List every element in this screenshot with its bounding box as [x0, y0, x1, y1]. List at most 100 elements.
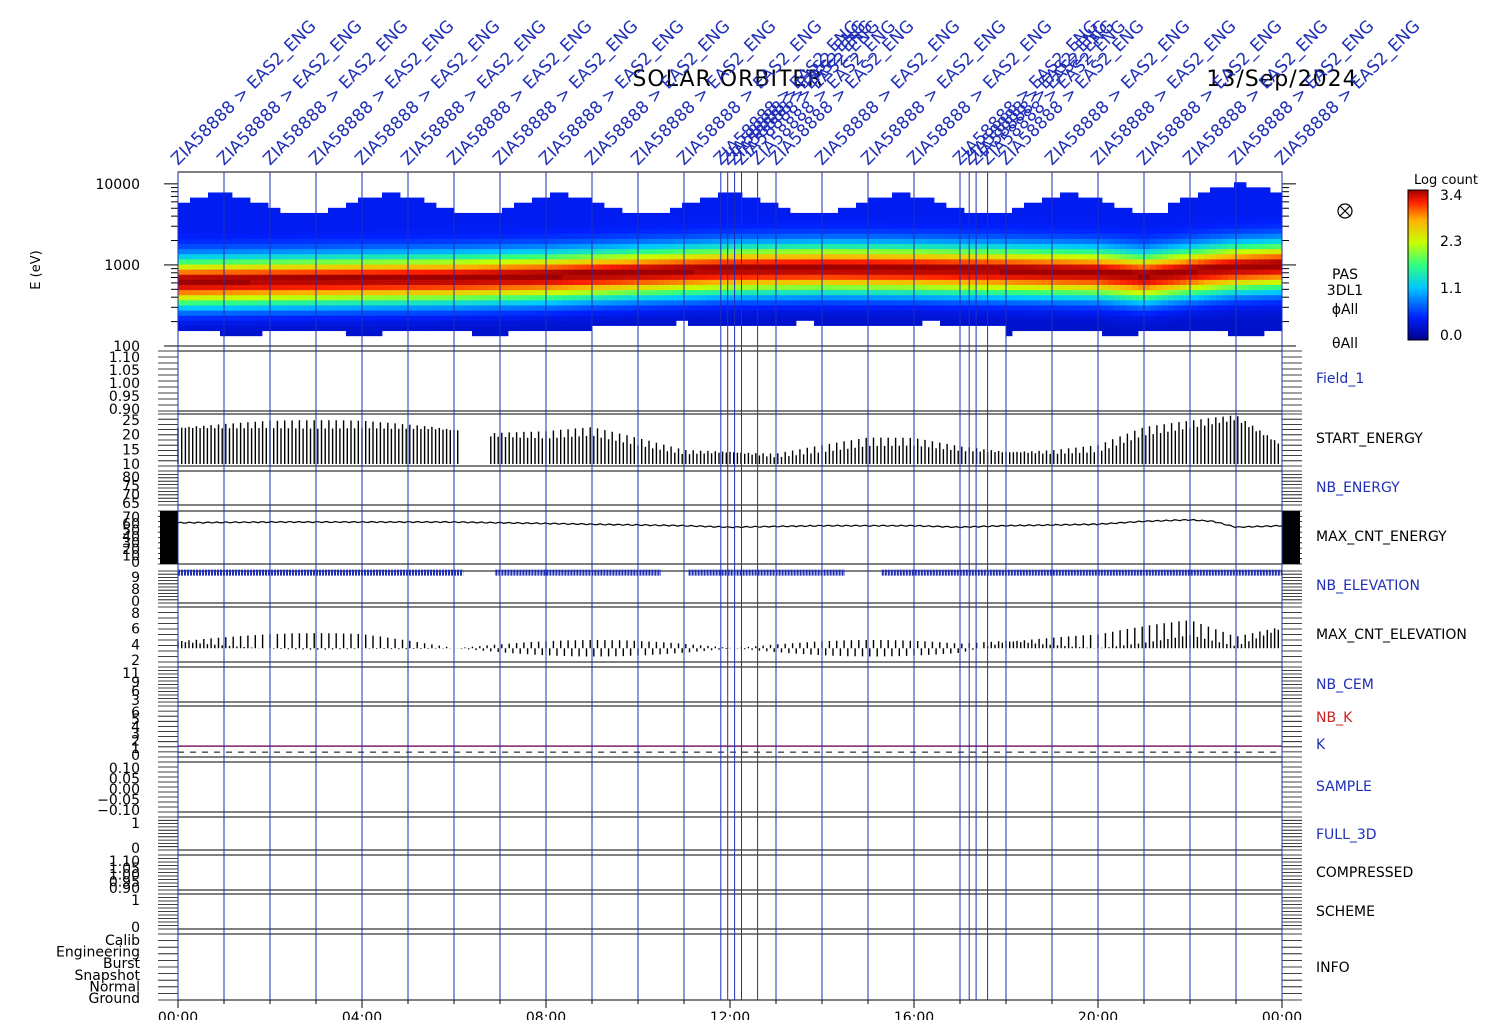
spectrogram-cell	[568, 228, 574, 234]
spectrogram-cell	[616, 218, 622, 224]
spectrogram-cell	[352, 218, 358, 224]
spectrogram-cell	[1174, 218, 1180, 224]
spectrogram-cell	[238, 274, 244, 280]
spectrogram-cell	[286, 264, 292, 270]
spectrogram-cell	[988, 228, 994, 234]
spectrogram-cell	[1030, 305, 1036, 311]
spectrogram-cell	[1066, 192, 1072, 198]
spectrogram-cell	[1012, 295, 1018, 301]
spectrogram-cell	[874, 218, 880, 224]
spectrogram-cell	[958, 208, 964, 214]
spectrogram-cell	[466, 326, 472, 332]
spectrogram-cell	[880, 249, 886, 255]
spectrogram-cell	[1066, 239, 1072, 245]
spectrogram-cell	[256, 315, 262, 321]
spectrogram-cell	[694, 218, 700, 224]
spectrogram-cell	[1210, 228, 1216, 234]
spectrogram-cell	[994, 300, 1000, 306]
spectrogram-cell	[1060, 192, 1066, 198]
spectrogram-cell	[778, 218, 784, 224]
spectrogram-cell	[334, 218, 340, 224]
spectrogram-cell	[418, 320, 424, 326]
spectrogram-cell	[1024, 259, 1030, 265]
spectrogram-cell	[544, 218, 550, 224]
panel-tick-label: 0	[131, 555, 140, 571]
spectrogram-cell	[706, 213, 712, 219]
spectrogram-cell	[304, 279, 310, 285]
spectrogram-cell	[1186, 326, 1192, 332]
spectrogram-cell	[778, 223, 784, 229]
spectrogram-cell	[472, 269, 478, 275]
spectrogram-cell	[826, 239, 832, 245]
spectrogram-cell	[628, 218, 634, 224]
spectrogram-cell	[286, 315, 292, 321]
spectrogram-cell	[304, 213, 310, 219]
spectrogram-cell	[1258, 239, 1264, 245]
spectrogram-cell	[682, 305, 688, 311]
spectrogram-cell	[586, 295, 592, 301]
spectrogram-cell	[1180, 249, 1186, 255]
spectrogram-cell	[508, 233, 514, 239]
spectrogram-cell	[1126, 274, 1132, 280]
spectrogram-cell	[592, 264, 598, 270]
spectrogram-cell	[1156, 233, 1162, 239]
spectrogram-cell	[1012, 223, 1018, 229]
spectrogram-cell	[1072, 274, 1078, 280]
spectrogram-cell	[1072, 264, 1078, 270]
spectrogram-cell	[688, 218, 694, 224]
spectrogram-cell	[1072, 208, 1078, 214]
spectrogram-cell	[1030, 300, 1036, 306]
spectrogram-cell	[388, 315, 394, 321]
spectrogram-cell	[1192, 228, 1198, 234]
spectrogram-cell	[1060, 213, 1066, 219]
spectrogram-cell	[922, 269, 928, 275]
spectrogram-cell	[886, 315, 892, 321]
spectrogram-cell	[970, 233, 976, 239]
spectrogram-cell	[472, 285, 478, 291]
spectrogram-cell	[538, 269, 544, 275]
spectrogram-cell	[316, 228, 322, 234]
spectrogram-cell	[1168, 228, 1174, 234]
spectrogram-cell	[214, 290, 220, 296]
spectrogram-cell	[1012, 274, 1018, 280]
spectrogram-cell	[484, 305, 490, 311]
spectrogram-cell	[850, 254, 856, 260]
spectrogram-cell	[610, 310, 616, 316]
spectrogram-cell	[526, 274, 532, 280]
spectrogram-cell	[406, 244, 412, 250]
spectrogram-cell	[388, 259, 394, 265]
spectrogram-cell	[448, 264, 454, 270]
spectrogram-cell	[376, 244, 382, 250]
spectrogram-cell	[394, 259, 400, 265]
spectrogram-cell	[298, 213, 304, 219]
spectrogram-cell	[1174, 310, 1180, 316]
spectrogram-info-theta: θAll	[1332, 336, 1358, 352]
spectrogram-cell	[1018, 285, 1024, 291]
spectrogram-cell	[568, 315, 574, 321]
spectrogram-cell	[1192, 285, 1198, 291]
spectrogram-cell	[592, 274, 598, 280]
spectrogram-cell	[478, 244, 484, 250]
spectrogram-cell	[1084, 295, 1090, 301]
spectrogram-cell	[814, 213, 820, 219]
spectrogram-cell	[1144, 310, 1150, 316]
spectrogram-cell	[946, 208, 952, 214]
spectrogram-cell	[532, 320, 538, 326]
spectrogram-cell	[1150, 264, 1156, 270]
spectrogram-cell	[208, 269, 214, 275]
spectrogram-cell	[628, 305, 634, 311]
spectrogram-cell	[790, 249, 796, 255]
spectrogram-cell	[568, 239, 574, 245]
spectrogram-cell	[796, 254, 802, 260]
spectrogram-cell	[382, 264, 388, 270]
spectrogram-cell	[580, 239, 586, 245]
spectrogram-cell	[742, 305, 748, 311]
spectrogram-cell	[556, 279, 562, 285]
spectrogram-cell	[220, 310, 226, 316]
spectrogram-cell	[430, 326, 436, 332]
spectrogram-cell	[424, 310, 430, 316]
spectrogram-cell	[1228, 269, 1234, 275]
spectrogram-cell	[628, 223, 634, 229]
spectrogram-cell	[196, 326, 202, 332]
spectrogram-cell	[874, 315, 880, 321]
